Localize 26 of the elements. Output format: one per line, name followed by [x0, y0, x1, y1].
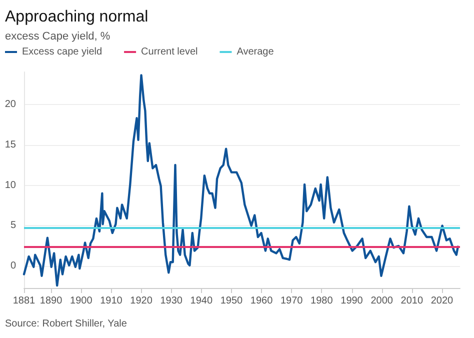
x-tick-label: 1950: [220, 296, 244, 306]
y-tick-label: 5: [10, 220, 16, 232]
x-tick-label: 1970: [280, 296, 304, 306]
x-tick-label: 1990: [340, 296, 364, 306]
chart-subtitle: excess Cape yield, %: [5, 30, 110, 42]
x-tick-label: 1900: [70, 296, 93, 306]
x-tick-label: 1881: [12, 296, 36, 306]
y-tick-label: 10: [4, 180, 16, 191]
y-tick-label: 15: [4, 139, 16, 150]
x-tick-label: 1980: [310, 296, 334, 306]
x-tick-label: 1940: [190, 296, 213, 306]
legend-label: Excess cape yield: [22, 46, 102, 58]
y-tick-label: 0: [10, 260, 16, 272]
legend-label: Current level: [141, 46, 198, 58]
x-tick-label: 1960: [250, 296, 274, 306]
x-tick-label: 2000: [370, 296, 394, 306]
y-tick-label: 20: [4, 98, 16, 110]
source-note: Source: Robert Shiller, Yale: [5, 318, 128, 330]
x-tick-label: 1890: [40, 296, 63, 306]
x-tick-label: 2020: [430, 296, 454, 306]
x-tick-label: 2010: [400, 296, 424, 306]
chart-title: Approaching normal: [5, 8, 148, 26]
x-tick-label: 1920: [130, 296, 153, 306]
legend-label: Average: [236, 46, 274, 58]
x-tick-label: 1910: [100, 296, 123, 306]
x-tick-label: 1930: [160, 296, 183, 306]
